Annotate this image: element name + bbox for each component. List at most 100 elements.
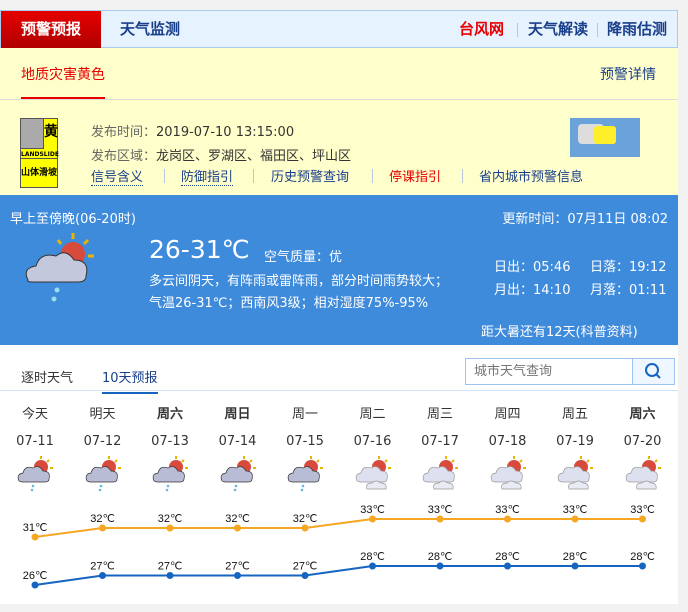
cloudy-sun-rain-icon	[25, 233, 94, 302]
link-class-suspension[interactable]: 停课指引	[389, 170, 442, 185]
day-label: 周六	[629, 407, 656, 422]
search-button[interactable]	[632, 358, 675, 385]
warning-panel: 地质灾害黄色 预警详情 黄 LANDSLIDE 山体滑坡 发布时间：2019-0…	[0, 48, 678, 195]
tab-ten-day[interactable]: 10天预报	[102, 367, 158, 394]
forecast-day: 周一 07-15	[275, 391, 335, 497]
day-label: 周六	[156, 407, 183, 422]
link-weather-interpret[interactable]: 天气解读	[528, 20, 589, 38]
tab-hourly[interactable]: 逐时天气	[21, 371, 74, 386]
air-quality: 空气质量：优	[264, 250, 343, 265]
day-label: 周一	[291, 407, 318, 422]
day-label: 明天	[89, 407, 116, 422]
high-temp-label: 32℃	[225, 513, 250, 525]
high-temp-point	[369, 515, 376, 523]
low-temp-label: 27℃	[293, 561, 318, 573]
divider	[597, 23, 598, 37]
divider	[372, 169, 373, 183]
forecast-day: 周六 07-13	[140, 391, 200, 497]
high-temp-line	[34, 518, 643, 538]
high-temp-point	[166, 524, 174, 532]
low-temp-point	[301, 572, 309, 579]
divider	[517, 23, 518, 37]
link-signal-meaning[interactable]: 信号含义	[91, 166, 144, 186]
date-label: 07-20	[623, 434, 662, 449]
date-label: 07-14	[218, 434, 257, 449]
weather-desc-1: 多云间阴天，有阵雨或雷阵雨，部分时间雨势较大；	[149, 274, 449, 289]
low-temp-label: 28℃	[563, 551, 588, 563]
sunrise: 日出：05:46	[494, 260, 571, 275]
cloudy-sun-rain-icon	[287, 456, 323, 492]
link-province-warnings[interactable]: 省内城市预警信息	[479, 170, 584, 185]
link-history-query[interactable]: 历史预警查询	[271, 170, 350, 185]
issue-time: 发布时间：2019-07-10 13:15:00	[91, 125, 295, 140]
low-temp-label: 27℃	[158, 561, 183, 573]
landslide-warning-icon: 黄 LANDSLIDE 山体滑坡	[20, 118, 59, 188]
link-defense-guide[interactable]: 防御指引	[181, 166, 234, 186]
cloudy-sun-rain-icon	[152, 456, 188, 492]
day-label: 周四	[494, 407, 521, 422]
temperature-range: 26-31℃	[149, 235, 250, 264]
high-temp-label: 33℃	[428, 504, 453, 516]
city-search-input[interactable]	[465, 358, 633, 385]
day-label: 周五	[561, 407, 588, 422]
partly-cloudy-icon	[490, 456, 526, 490]
low-temp-point	[639, 562, 646, 570]
cloudy-sun-rain-icon	[17, 456, 53, 492]
low-temp-point	[369, 562, 376, 570]
cloudy-sun-rain-icon	[220, 456, 256, 492]
forecast-day: 周日 07-14	[208, 391, 268, 497]
high-temp-point	[639, 515, 646, 523]
forecast-tabs: 逐时天气 10天预报	[0, 345, 678, 394]
day-label: 周二	[359, 407, 386, 422]
high-temp-point	[234, 524, 241, 532]
high-temp-point	[436, 515, 444, 523]
divider	[0, 99, 678, 100]
warning-tab[interactable]: 地质灾害黄色	[21, 67, 105, 83]
link-rain-estimate[interactable]: 降雨估测	[607, 20, 668, 38]
low-temp-label: 28℃	[630, 551, 655, 563]
weather-page: 预警预报 天气监测 台风网 天气解读 降雨估测 地质灾害黄色 预警详情 黄 LA…	[0, 10, 678, 604]
active-tab-underline	[21, 97, 105, 100]
cloudy-sun-rain-icon	[85, 456, 121, 492]
high-temp-point	[99, 524, 106, 532]
search-icon	[645, 363, 661, 379]
low-temp-point	[166, 572, 174, 579]
solar-term-link[interactable]: 距大暑还有12天(科普资料)	[481, 325, 638, 340]
low-temp-label: 26℃	[23, 570, 48, 582]
low-temp-point	[504, 562, 511, 570]
ten-day-forecast: 今天 07-11 明天 07-12 周六 07-13 周日 07-14 周一 0…	[0, 391, 678, 604]
day-label: 周三	[426, 407, 453, 422]
warning-area-map[interactable]	[570, 118, 640, 157]
date-label: 07-12	[83, 434, 122, 449]
high-temp-label: 33℃	[360, 504, 385, 516]
high-temp-label: 31℃	[23, 522, 48, 534]
tab-warning-forecast[interactable]: 预警预报	[1, 11, 101, 48]
day-label: 周日	[224, 407, 251, 422]
low-temp-point	[571, 562, 579, 570]
high-temp-label: 33℃	[630, 504, 655, 516]
divider	[164, 169, 165, 183]
partly-cloudy-icon	[422, 456, 458, 490]
low-temp-point	[436, 562, 444, 570]
high-temp-point	[571, 515, 579, 523]
low-temp-label: 28℃	[360, 551, 385, 563]
link-typhoon[interactable]: 台风网	[459, 20, 505, 38]
date-label: 07-18	[488, 434, 527, 449]
low-temp-label: 27℃	[90, 561, 115, 573]
low-temp-line	[34, 565, 643, 586]
top-nav: 预警预报 天气监测 台风网 天气解读 降雨估测	[0, 10, 678, 48]
partly-cloudy-icon	[625, 456, 661, 490]
temperature-chart: 31℃ 32℃ 32℃ 32℃ 32℃ 33℃ 33℃ 33℃ 33℃ 33℃ 26℃ 27℃ 27℃ 2…	[23, 504, 655, 589]
tab-weather-monitor[interactable]: 天气监测	[120, 20, 181, 38]
warning-detail-link[interactable]: 预警详情	[600, 67, 656, 83]
low-temp-label: 28℃	[428, 551, 453, 563]
forecast-day: 周四 07-18	[478, 391, 538, 497]
low-temp-label: 27℃	[225, 561, 250, 573]
forecast-day: 周五 07-19	[545, 391, 605, 497]
day-label: 今天	[21, 407, 48, 422]
forecast-day: 周三 07-17	[410, 391, 470, 497]
weather-desc-2: 气温26-31℃；西南风3级；相对湿度75%-95%	[149, 296, 429, 311]
date-label: 07-11	[16, 434, 54, 449]
high-temp-point	[504, 515, 511, 523]
high-temp-label: 33℃	[563, 504, 588, 516]
